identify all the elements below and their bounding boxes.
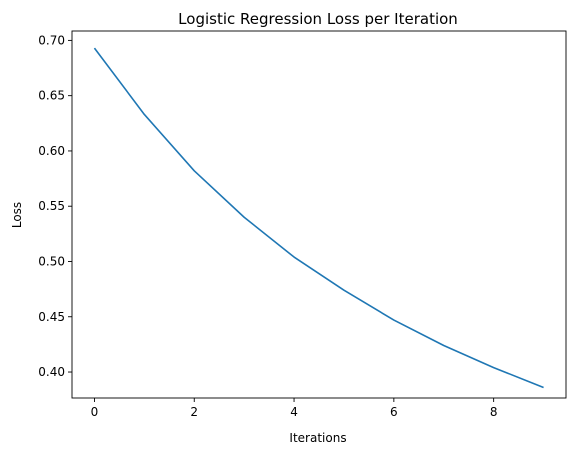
y-axis-label: Loss (10, 202, 24, 228)
chart-title: Logistic Regression Loss per Iteration (178, 10, 458, 28)
y-tick-label: 0.40 (38, 365, 65, 379)
y-tick-label: 0.50 (38, 254, 65, 268)
plot-area (93, 47, 544, 389)
x-axis-label: Iterations (289, 431, 346, 445)
loss-line (93, 47, 544, 389)
x-tick-label: 4 (290, 405, 298, 419)
y-tick-label: 0.65 (38, 89, 65, 103)
x-tick-label: 0 (91, 405, 99, 419)
y-tick-label: 0.70 (38, 33, 65, 47)
x-tick-label: 2 (190, 405, 198, 419)
y-tick-label: 0.60 (38, 144, 65, 158)
x-axis: 0 2 4 6 8 (91, 398, 498, 419)
axes-frame (71, 30, 567, 399)
x-tick-label: 8 (490, 405, 498, 419)
y-tick-label: 0.45 (38, 310, 65, 324)
y-axis: 0.40 0.45 0.50 0.55 0.60 0.65 0.70 (38, 33, 72, 379)
x-tick-label: 6 (390, 405, 398, 419)
y-tick-label: 0.55 (38, 199, 65, 213)
